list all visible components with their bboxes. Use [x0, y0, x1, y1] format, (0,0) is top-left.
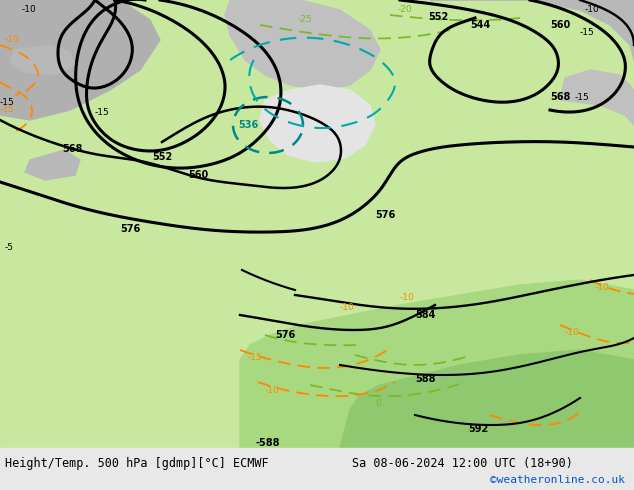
Text: -10: -10: [5, 35, 20, 44]
Text: 568: 568: [550, 92, 570, 102]
Text: ©weatheronline.co.uk: ©weatheronline.co.uk: [490, 475, 625, 485]
Text: -15: -15: [248, 353, 262, 362]
Text: 568: 568: [61, 144, 82, 154]
Polygon shape: [240, 280, 634, 448]
Text: -10: -10: [22, 5, 37, 14]
Text: -5: -5: [5, 243, 14, 252]
Polygon shape: [260, 85, 375, 162]
Text: -15: -15: [0, 105, 15, 114]
Text: -10: -10: [340, 303, 355, 312]
Polygon shape: [560, 70, 634, 125]
Text: 536: 536: [238, 120, 258, 130]
Text: 576: 576: [120, 224, 140, 234]
Text: -10: -10: [565, 328, 579, 337]
Bar: [0, 448, 634, 490]
Text: -10: -10: [585, 5, 600, 14]
Text: -15: -15: [0, 98, 15, 107]
Text: 584: 584: [415, 310, 435, 320]
Text: Height/Temp. 500 hPa [gdmp][°C] ECMWF: Height/Temp. 500 hPa [gdmp][°C] ECMWF: [5, 457, 269, 469]
Text: 592: 592: [468, 424, 488, 434]
Polygon shape: [10, 45, 75, 75]
Text: 560: 560: [188, 170, 208, 180]
Text: -15: -15: [580, 28, 595, 37]
Text: 0: 0: [375, 399, 381, 408]
Text: -10: -10: [265, 386, 280, 395]
Text: 576: 576: [375, 210, 395, 220]
Text: 576: 576: [275, 330, 295, 340]
Text: 544: 544: [470, 20, 490, 30]
Text: -15: -15: [575, 93, 590, 102]
Polygon shape: [340, 350, 634, 448]
Text: 588: 588: [415, 374, 436, 384]
Text: -15: -15: [95, 108, 110, 117]
Polygon shape: [25, 150, 80, 180]
Text: 552: 552: [428, 12, 448, 22]
Text: -25: -25: [298, 15, 313, 24]
Text: 552: 552: [152, 152, 172, 162]
Text: -10: -10: [400, 293, 415, 302]
Text: -10: -10: [595, 283, 610, 292]
Polygon shape: [430, 0, 634, 60]
Text: -588: -588: [255, 438, 280, 448]
Text: -20: -20: [398, 5, 413, 14]
Text: Sa 08-06-2024 12:00 UTC (18+90): Sa 08-06-2024 12:00 UTC (18+90): [352, 457, 573, 469]
Text: 560: 560: [550, 20, 570, 30]
Polygon shape: [0, 0, 160, 120]
Polygon shape: [225, 0, 380, 90]
